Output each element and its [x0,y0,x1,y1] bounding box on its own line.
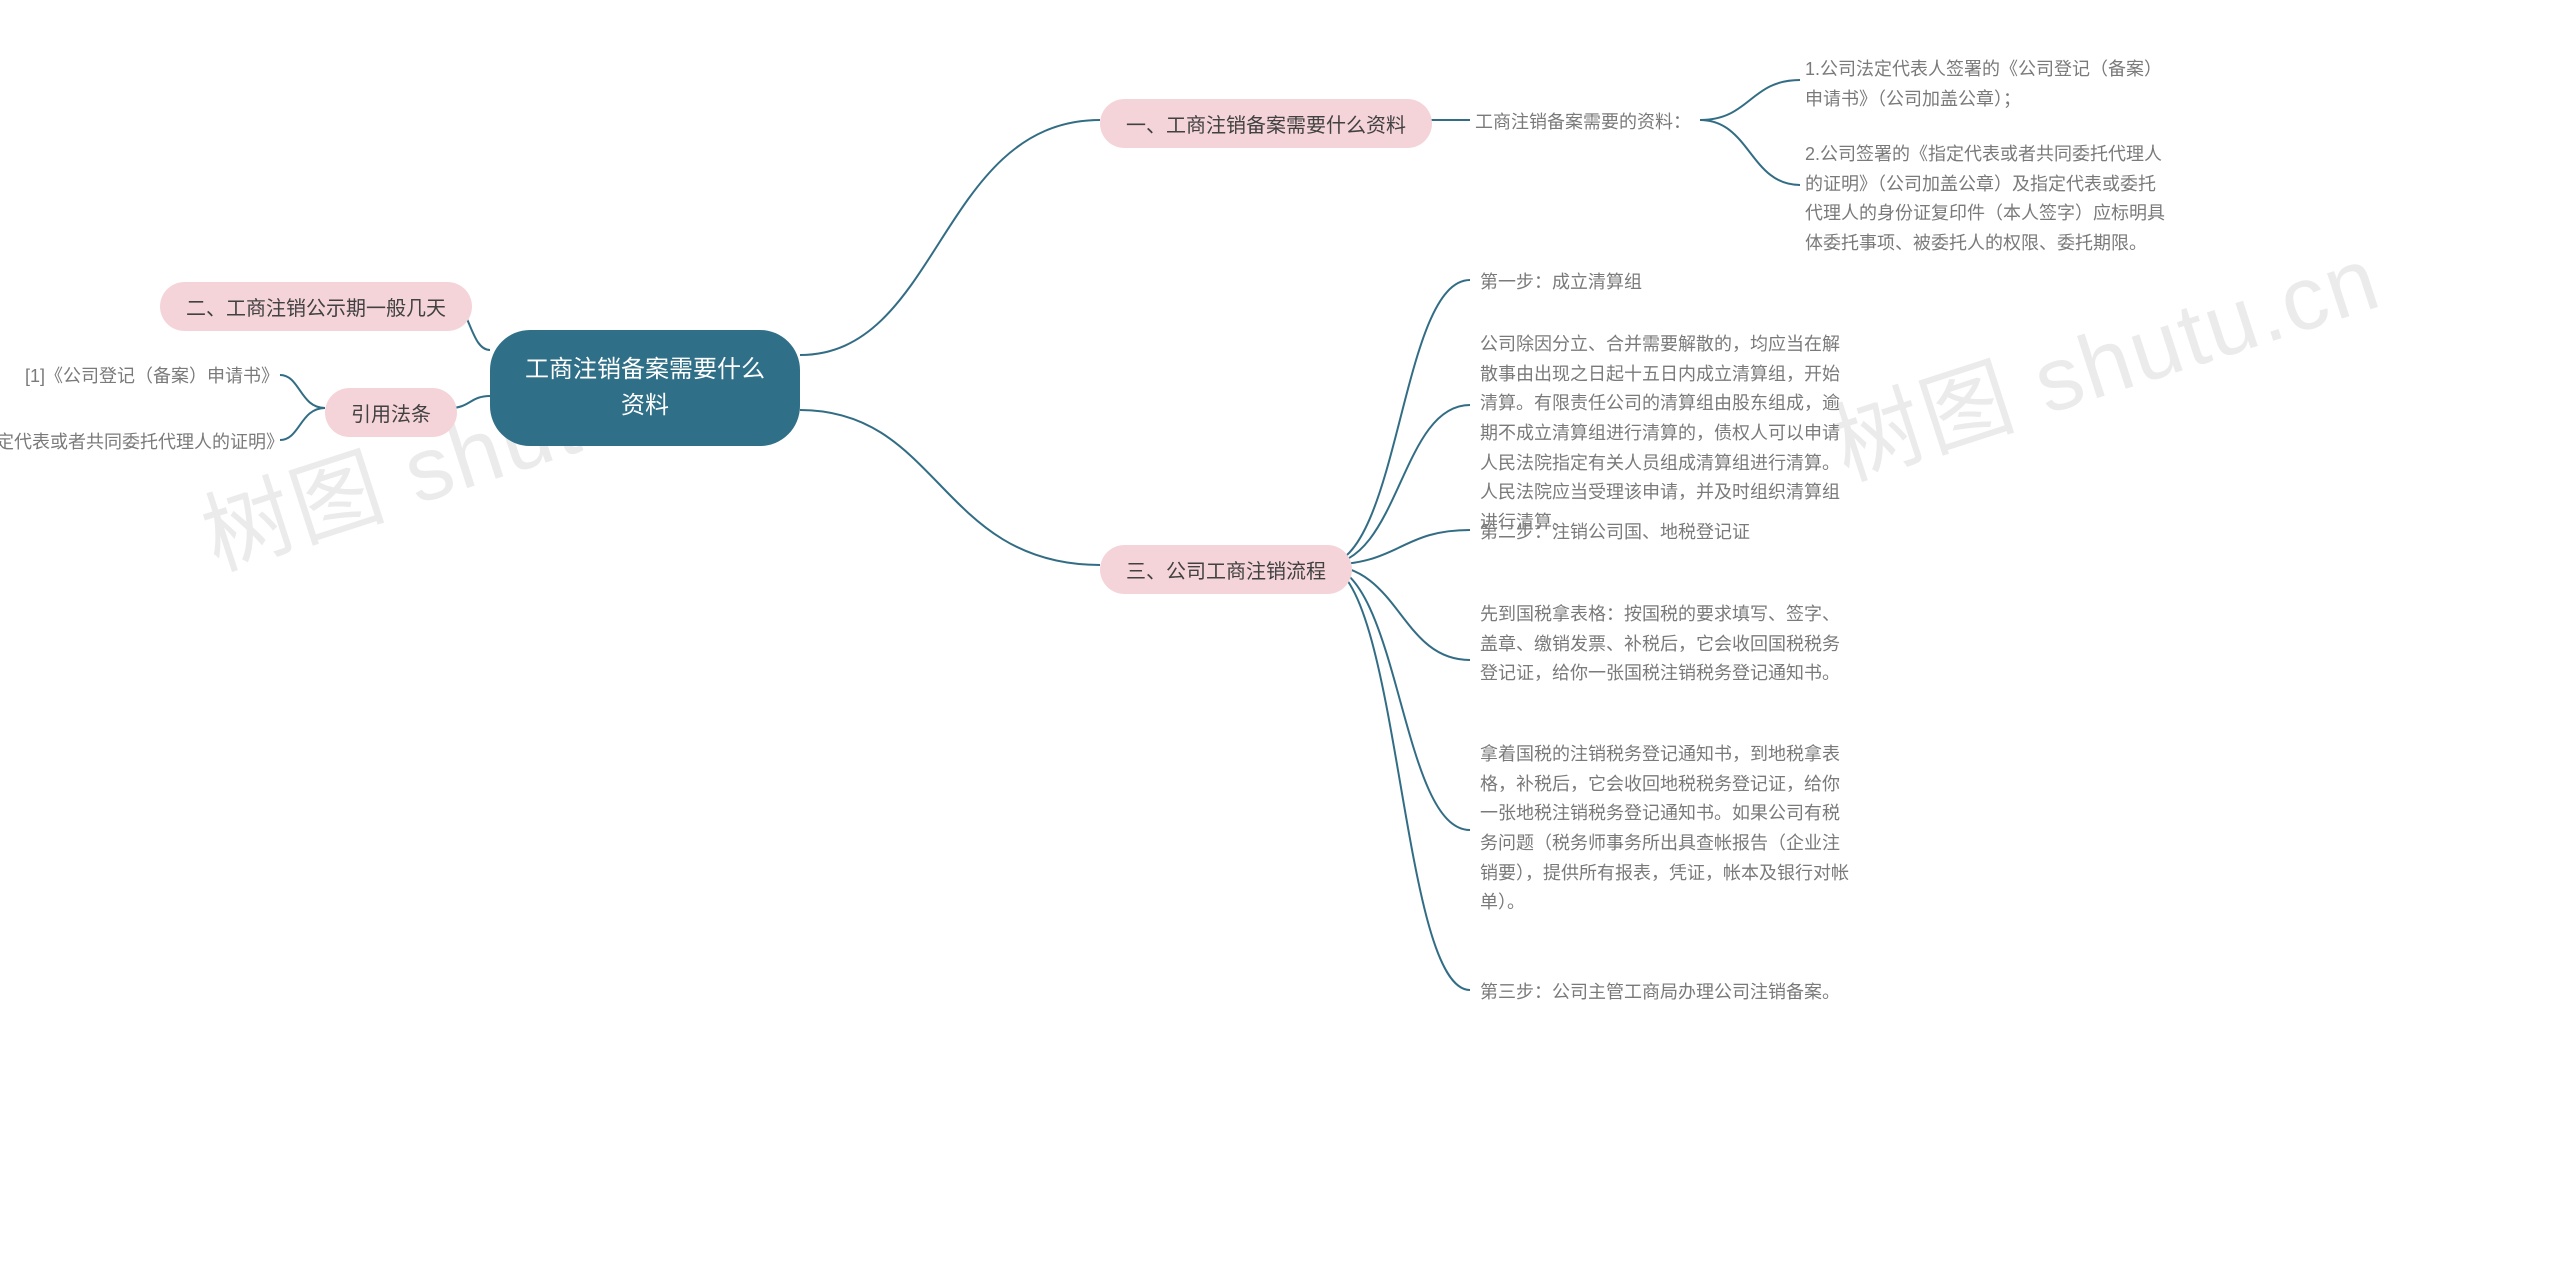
branch-3-leaf-1: 第一步：成立清算组 [1480,268,1642,298]
branch-3-leaf-6: 第三步：公司主管工商局办理公司注销备案。 [1480,978,1840,1008]
branch-node-1[interactable]: 一、工商注销备案需要什么资料 [1100,99,1432,148]
branch-node-4[interactable]: 引用法条 [325,388,457,437]
root-node[interactable]: 工商注销备案需要什么资料 [490,330,800,446]
branch-node-3[interactable]: 三、公司工商注销流程 [1100,545,1352,594]
branch-4-leaf-1: [1]《公司登记（备案）申请书》 [25,362,279,392]
branch-4-label: 引用法条 [351,404,431,426]
branch-3-leaf-3: 第二步：注销公司国、地税登记证 [1480,518,1750,548]
branch-4-leaf-2: [2]《指定代表或者共同委托代理人的证明》 [0,428,280,458]
branch-1-leaf-2: 2.公司签署的《指定代表或者共同委托代理人的证明》（公司加盖公章）及指定代表或委… [1805,140,2165,259]
root-label: 工商注销备案需要什么资料 [525,356,765,419]
branch-3-label: 三、公司工商注销流程 [1126,561,1326,583]
branch-2-label: 二、工商注销公示期一般几天 [186,298,446,320]
branch-3-leaf-4: 先到国税拿表格：按国税的要求填写、签字、盖章、缴销发票、补税后，它会收回国税税务… [1480,600,1850,689]
mindmap-canvas: 树图 shutu.cn 树图 shutu.cn [0,0,2560,1279]
branch-1-sub-label: 工商注销备案需要的资料： [1475,108,1691,138]
branch-3-leaf-2: 公司除因分立、合并需要解散的，均应当在解散事由出现之日起十五日内成立清算组，开始… [1480,330,1850,538]
connector-lines [0,0,2560,1279]
branch-3-leaf-5: 拿着国税的注销税务登记通知书，到地税拿表格，补税后，它会收回地税税务登记证，给你… [1480,740,1850,918]
branch-1-label: 一、工商注销备案需要什么资料 [1126,115,1406,137]
branch-1-leaf-1: 1.公司法定代表人签署的《公司登记（备案）申请书》（公司加盖公章）； [1805,55,2165,114]
branch-node-2[interactable]: 二、工商注销公示期一般几天 [160,282,472,331]
